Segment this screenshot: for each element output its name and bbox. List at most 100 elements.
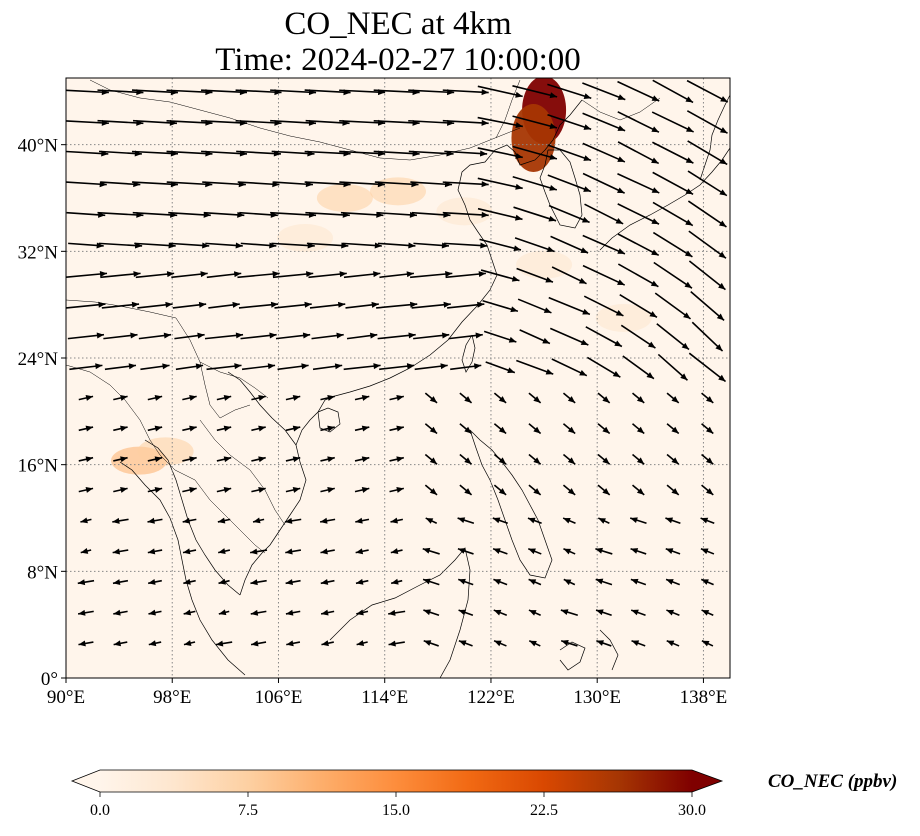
- wind-vector: [113, 425, 128, 432]
- wind-vector: [514, 237, 555, 253]
- wind-vector: [376, 211, 418, 218]
- wind-vector: [277, 363, 309, 371]
- wind-vector: [343, 363, 381, 371]
- wind-vector: [172, 301, 207, 309]
- wind-vector: [148, 579, 162, 585]
- wind-vector: [320, 517, 336, 524]
- wind-vector: [622, 355, 655, 380]
- wind-vector: [216, 425, 232, 432]
- wind-vector: [377, 332, 416, 340]
- wind-vector: [562, 423, 576, 435]
- wind-vector: [630, 609, 646, 617]
- wind-vector: [513, 206, 557, 222]
- wind-vector: [203, 211, 245, 218]
- wind-vector: [477, 85, 523, 98]
- wind-vector: [355, 578, 369, 585]
- longitude-tick-label: 138°E: [680, 687, 728, 708]
- wind-vector: [182, 517, 197, 524]
- wind-vector: [687, 170, 728, 197]
- co-plume: [436, 197, 493, 226]
- wind-vector: [551, 266, 587, 285]
- longitude-tick-label: 122°E: [467, 687, 515, 708]
- wind-vector: [447, 301, 485, 309]
- wind-vector: [665, 578, 681, 586]
- wind-vector: [240, 332, 277, 340]
- chart-subtitle: Time: 2024-02-27 10:00:00: [215, 42, 581, 78]
- wind-vector: [700, 517, 715, 525]
- wind-vector: [285, 548, 302, 555]
- latitude-tick-label: 32°N: [18, 242, 59, 263]
- wind-vector: [596, 639, 612, 647]
- wind-vector: [492, 547, 508, 555]
- wind-vector: [285, 579, 301, 586]
- wind-vector: [206, 363, 242, 371]
- wind-vector: [100, 271, 141, 279]
- wind-vector: [113, 640, 128, 647]
- wind-vector: [493, 453, 507, 465]
- wind-vector: [182, 487, 197, 493]
- map-frame: [65, 77, 731, 679]
- wind-vector: [493, 578, 508, 586]
- wind-vector: [78, 395, 94, 401]
- wind-vector: [215, 640, 233, 647]
- wind-vector: [459, 392, 473, 404]
- colorbar-tick-label: 30.0: [678, 802, 706, 819]
- wind-vector: [477, 177, 523, 190]
- wind-vector: [547, 144, 592, 162]
- wind-vector: [551, 358, 588, 377]
- wind-vector: [206, 271, 242, 279]
- wind-vector: [147, 395, 163, 401]
- wind-vector: [483, 330, 517, 343]
- wind-vector: [586, 356, 621, 378]
- wind-vector: [582, 82, 626, 101]
- wind-vector: [174, 332, 205, 340]
- wind-vector: [376, 301, 418, 309]
- wind-vector: [700, 547, 715, 555]
- wind-vector: [597, 517, 610, 524]
- wind-vector: [562, 484, 576, 496]
- wind-vector: [632, 423, 645, 435]
- wind-vector: [652, 171, 694, 196]
- wind-vector: [549, 327, 589, 346]
- wind-vector: [182, 456, 197, 463]
- wind-vector: [241, 363, 276, 371]
- wind-vector: [147, 548, 163, 555]
- wind-vector: [442, 119, 489, 126]
- wind-vector: [285, 425, 301, 432]
- latitude-tick-label: 0°: [41, 669, 58, 690]
- wind-vector: [597, 423, 611, 435]
- wind-vector: [688, 230, 727, 259]
- wind-vector: [217, 517, 231, 524]
- wind-vector: [527, 517, 542, 525]
- colorbar-min-extension: [72, 770, 100, 792]
- wind-vector: [563, 578, 576, 586]
- wind-vector: [140, 363, 170, 371]
- wind-vector: [652, 141, 694, 164]
- wind-vector: [414, 363, 448, 371]
- wind-vector: [582, 234, 626, 255]
- wind-vector: [492, 517, 508, 525]
- co-plume: [595, 304, 652, 332]
- wind-vector: [701, 640, 714, 647]
- wind-vector: [547, 113, 592, 131]
- wind-vector: [528, 484, 542, 496]
- wind-vector: [284, 517, 302, 524]
- wind-vector: [388, 609, 406, 616]
- wind-vector: [389, 487, 404, 493]
- longitude-tick-label: 130°E: [573, 687, 621, 708]
- wind-vector: [148, 640, 162, 647]
- wind-vector: [686, 79, 729, 103]
- wind-vector: [250, 609, 267, 616]
- wind-vector: [528, 578, 542, 586]
- wind-vector: [413, 242, 450, 249]
- wind-vector: [528, 640, 541, 647]
- wind-vector: [424, 453, 438, 465]
- wind-vector: [423, 609, 440, 617]
- wind-vector: [617, 80, 660, 102]
- wind-vector: [617, 173, 660, 194]
- wind-vector: [617, 233, 660, 257]
- wind-vectors: [66, 79, 729, 647]
- wind-vector: [582, 264, 626, 286]
- wind-vector: [218, 548, 231, 555]
- wind-vector: [320, 456, 335, 463]
